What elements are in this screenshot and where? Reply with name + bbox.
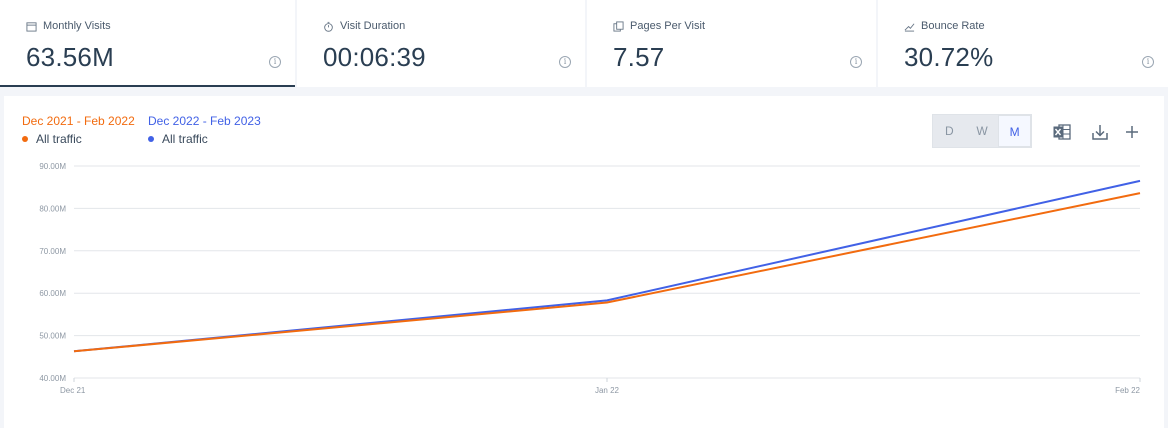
metric-bounce-rate[interactable]: Bounce Rate 30.72% i <box>878 0 1168 87</box>
y-tick-label: 90.00M <box>39 162 66 171</box>
granularity-toggle: D W M <box>932 114 1032 148</box>
info-icon[interactable]: i <box>850 56 862 68</box>
metric-visit-duration[interactable]: Visit Duration 00:06:39 i <box>297 0 585 87</box>
series-line-b <box>73 179 1141 353</box>
info-icon[interactable]: i <box>269 56 281 68</box>
calendar-icon <box>26 21 37 32</box>
y-tick-label: 60.00M <box>39 289 66 298</box>
y-tick-label: 50.00M <box>39 332 66 341</box>
granularity-week-button[interactable]: W <box>976 124 988 138</box>
metric-label: Monthly Visits <box>43 20 111 32</box>
legend-dot <box>22 136 28 142</box>
excel-export-icon[interactable] <box>1052 122 1072 142</box>
y-tick-label: 40.00M <box>39 374 66 383</box>
legend-series-label: All traffic <box>162 132 208 146</box>
legend-dot <box>148 136 154 142</box>
legend-period-label: Dec 2021 - Feb 2022 <box>22 114 135 128</box>
metric-value: 7.57 <box>613 42 665 72</box>
traffic-chart-card: Dec 2021 - Feb 2022 All traffic Dec 2022… <box>4 96 1164 428</box>
stopwatch-icon <box>324 21 333 32</box>
legend-period-b[interactable]: Dec 2022 - Feb 2023 All traffic <box>148 114 261 146</box>
pages-icon <box>613 20 624 32</box>
x-tick-label: Dec 21 <box>60 386 86 395</box>
trend-up-icon <box>904 22 915 32</box>
legend-series-label: All traffic <box>36 132 82 146</box>
metrics-bar: Monthly Visits 63.56M i Visit Duration 0… <box>0 0 1168 88</box>
granularity-month-button[interactable]: M <box>998 115 1031 147</box>
metric-value: 30.72% <box>904 42 994 72</box>
legend-period-label: Dec 2022 - Feb 2023 <box>148 114 261 128</box>
metric-pages-per-visit[interactable]: Pages Per Visit 7.57 i <box>587 0 876 87</box>
info-icon[interactable]: i <box>1142 56 1154 68</box>
y-tick-label: 80.00M <box>39 204 66 213</box>
line-chart: 40.00M 50.00M 60.00M 70.00M 80.00M 90.00M Dec … <box>39 162 1141 395</box>
metric-label: Bounce Rate <box>921 20 985 32</box>
legend-period-a[interactable]: Dec 2021 - Feb 2022 All traffic <box>22 114 135 146</box>
metric-value: 63.56M <box>26 42 114 72</box>
metric-monthly-visits[interactable]: Monthly Visits 63.56M i <box>0 0 295 87</box>
add-icon[interactable] <box>1122 122 1142 142</box>
metric-value: 00:06:39 <box>323 42 426 72</box>
download-icon[interactable] <box>1090 122 1110 142</box>
x-tick-label: Feb 22 <box>1115 386 1140 395</box>
x-tick-label: Jan 22 <box>595 386 620 395</box>
metric-label: Visit Duration <box>340 20 406 32</box>
y-tick-label: 70.00M <box>39 247 66 256</box>
metric-label: Pages Per Visit <box>630 20 706 32</box>
info-icon[interactable]: i <box>559 56 571 68</box>
granularity-day-button[interactable]: D <box>944 124 954 138</box>
